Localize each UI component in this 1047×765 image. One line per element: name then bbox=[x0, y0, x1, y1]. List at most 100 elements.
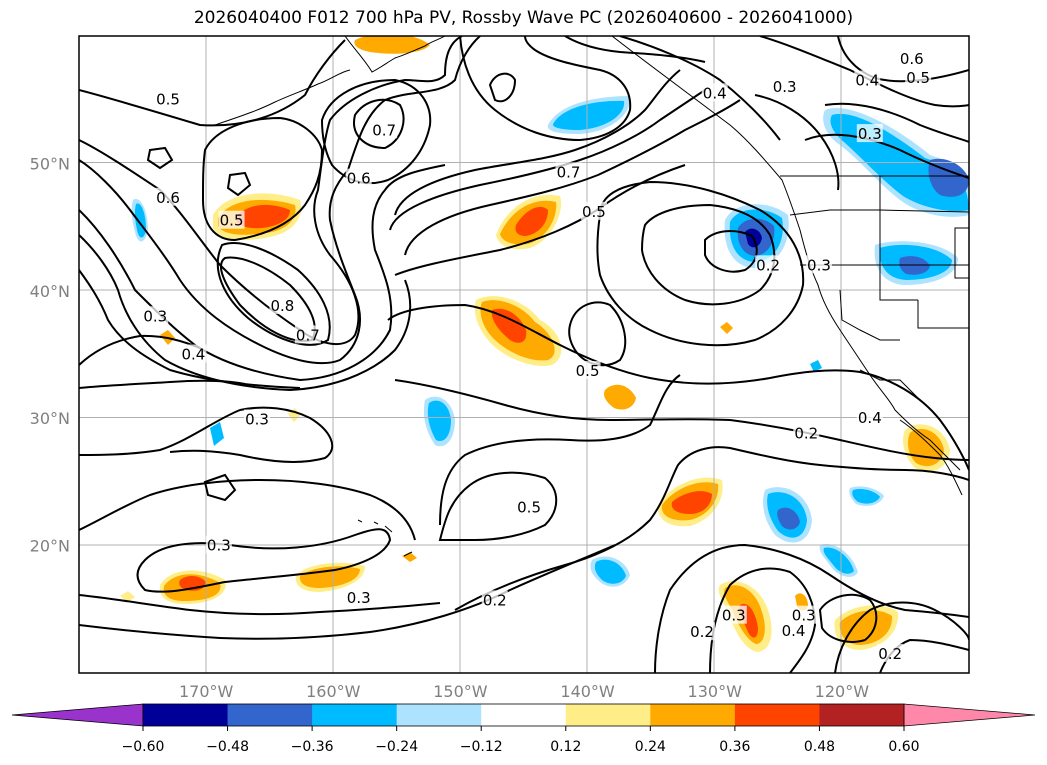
lat-tick-label: 20°N bbox=[30, 537, 70, 556]
lat-tick-label: 30°N bbox=[30, 409, 70, 428]
contour-label: 0.8 bbox=[270, 297, 294, 315]
colorbar-segment bbox=[650, 704, 736, 726]
contour-label: 0.2 bbox=[690, 623, 714, 641]
chart-title: 2026040400 F012 700 hPa PV, Rossby Wave … bbox=[193, 8, 854, 28]
colorbar-tick-label: 0.60 bbox=[888, 739, 919, 755]
colorbar-tick-label: −0.24 bbox=[375, 739, 418, 755]
anomaly-shading bbox=[120, 36, 969, 652]
contour-label: 0.3 bbox=[858, 125, 882, 143]
contour-label: 0.3 bbox=[347, 589, 371, 607]
contour-label: 0.5 bbox=[906, 69, 930, 87]
contour-label-bg bbox=[205, 535, 232, 554]
contour-label-bg bbox=[580, 201, 607, 220]
colorbar-segment bbox=[565, 704, 651, 726]
contour-label: 0.5 bbox=[156, 91, 180, 109]
contour-label: 0.3 bbox=[807, 256, 831, 274]
contour-label-bg bbox=[701, 83, 728, 102]
contour-label: 0.2 bbox=[794, 424, 818, 442]
contour-label-bg bbox=[856, 408, 883, 427]
colorbar-tick-label: 0.12 bbox=[550, 739, 581, 755]
contour-label-bg bbox=[269, 296, 296, 315]
contour-label-bg bbox=[155, 89, 181, 108]
contour-label-bg bbox=[574, 361, 601, 380]
contour-label: 0.4 bbox=[858, 409, 882, 427]
colorbar-tick-label: 0.24 bbox=[635, 739, 666, 755]
contour-label: 0.7 bbox=[296, 326, 320, 344]
pv-contours bbox=[79, 36, 969, 673]
contour-label: 0.5 bbox=[576, 362, 600, 380]
colorbar-segment bbox=[227, 704, 313, 726]
lon-tick-label: 170°W bbox=[179, 682, 234, 701]
colorbar-segment bbox=[819, 704, 905, 726]
contour-label: 0.4 bbox=[703, 84, 727, 102]
colorbar-tick-labels: −0.60 −0.48 −0.36 −0.24 −0.12 0.12 0.24 0.36 0.4… bbox=[122, 726, 920, 755]
contour-label-bg bbox=[345, 168, 372, 187]
colorbar-segment bbox=[481, 704, 567, 726]
contour-label: 0.3 bbox=[245, 410, 269, 428]
contour-label-bg bbox=[371, 120, 398, 139]
contour-label: 0.6 bbox=[347, 170, 371, 188]
contour-label-bg bbox=[294, 325, 321, 344]
contour-label: 0.7 bbox=[557, 163, 581, 181]
longitude-tick-labels: 170°W 160°W 150°W 140°W 130°W 120°W bbox=[179, 682, 869, 701]
colorbar-segment bbox=[312, 704, 398, 726]
contour-label-bg bbox=[155, 187, 181, 206]
contour-label-bg bbox=[905, 68, 932, 87]
colorbar-tick-label: −0.60 bbox=[122, 739, 165, 755]
contour-label-bg bbox=[218, 210, 245, 229]
contour-label: 0.2 bbox=[483, 591, 507, 609]
contour-label-bg bbox=[755, 255, 782, 274]
coastlines bbox=[214, 36, 969, 557]
contour-label: 0.5 bbox=[582, 203, 606, 221]
contour-label-bg bbox=[180, 344, 207, 363]
contour-label: 0.4 bbox=[181, 346, 205, 364]
contour-label: 0.3 bbox=[143, 307, 167, 325]
colorbar bbox=[11, 703, 1036, 727]
contour-label: 0.6 bbox=[156, 189, 180, 207]
contour-label-bg bbox=[244, 409, 270, 428]
contour-label-bg bbox=[790, 605, 817, 624]
lat-tick-label: 40°N bbox=[30, 282, 70, 301]
contour-label: 0.5 bbox=[220, 212, 244, 230]
contour-label-bg bbox=[345, 587, 372, 606]
contour-label: 0.3 bbox=[722, 607, 746, 625]
contour-label: 0.3 bbox=[207, 537, 231, 555]
contour-label: 0.3 bbox=[792, 607, 816, 625]
contour-label-bg bbox=[555, 162, 582, 181]
contour-label-bg bbox=[898, 48, 925, 67]
contour-labels: 0.50.60.30.40.50.80.70.70.6 0.70.50.4 0.3 0… bbox=[142, 48, 932, 663]
lon-tick-label: 120°W bbox=[815, 682, 870, 701]
map-frame bbox=[78, 35, 970, 674]
contour-label: 0.4 bbox=[782, 622, 806, 640]
contour-label-bg bbox=[805, 255, 832, 274]
colorbar-segment bbox=[734, 704, 820, 726]
contour-label-bg bbox=[720, 605, 747, 624]
colorbar-segment bbox=[143, 704, 229, 726]
contour-label-bg bbox=[689, 622, 715, 641]
contour-label: 0.2 bbox=[756, 256, 780, 274]
contour-label: 0.7 bbox=[372, 121, 396, 139]
colorbar-extend-high bbox=[903, 703, 1036, 727]
colorbar-tick-label: 0.48 bbox=[804, 739, 835, 755]
lon-tick-label: 140°W bbox=[560, 682, 615, 701]
colorbar-tick-label: −0.12 bbox=[460, 739, 503, 755]
lon-tick-label: 130°W bbox=[688, 682, 743, 701]
colorbar-tick-label: −0.48 bbox=[206, 739, 249, 755]
lon-tick-label: 160°W bbox=[306, 682, 361, 701]
contour-label-bg bbox=[771, 76, 798, 95]
contour-label-bg bbox=[793, 423, 820, 442]
lat-tick-label: 50°N bbox=[30, 154, 70, 173]
contour-label: 0.3 bbox=[773, 78, 797, 96]
contour-label: 0.5 bbox=[517, 498, 541, 516]
lon-tick-label: 150°W bbox=[433, 682, 488, 701]
colorbar-segment bbox=[396, 704, 482, 726]
contour-label-bg bbox=[854, 70, 881, 89]
contour-label: 0.2 bbox=[878, 645, 902, 663]
contour-label-bg bbox=[516, 497, 543, 516]
contour-label: 0.6 bbox=[900, 50, 924, 68]
latitude-tick-labels: 50°N 40°N 30°N 20°N bbox=[30, 154, 70, 555]
colorbar-tick-label: 0.36 bbox=[719, 739, 750, 755]
colorbar-outline bbox=[142, 703, 905, 727]
colorbar-extend-low bbox=[11, 703, 144, 727]
